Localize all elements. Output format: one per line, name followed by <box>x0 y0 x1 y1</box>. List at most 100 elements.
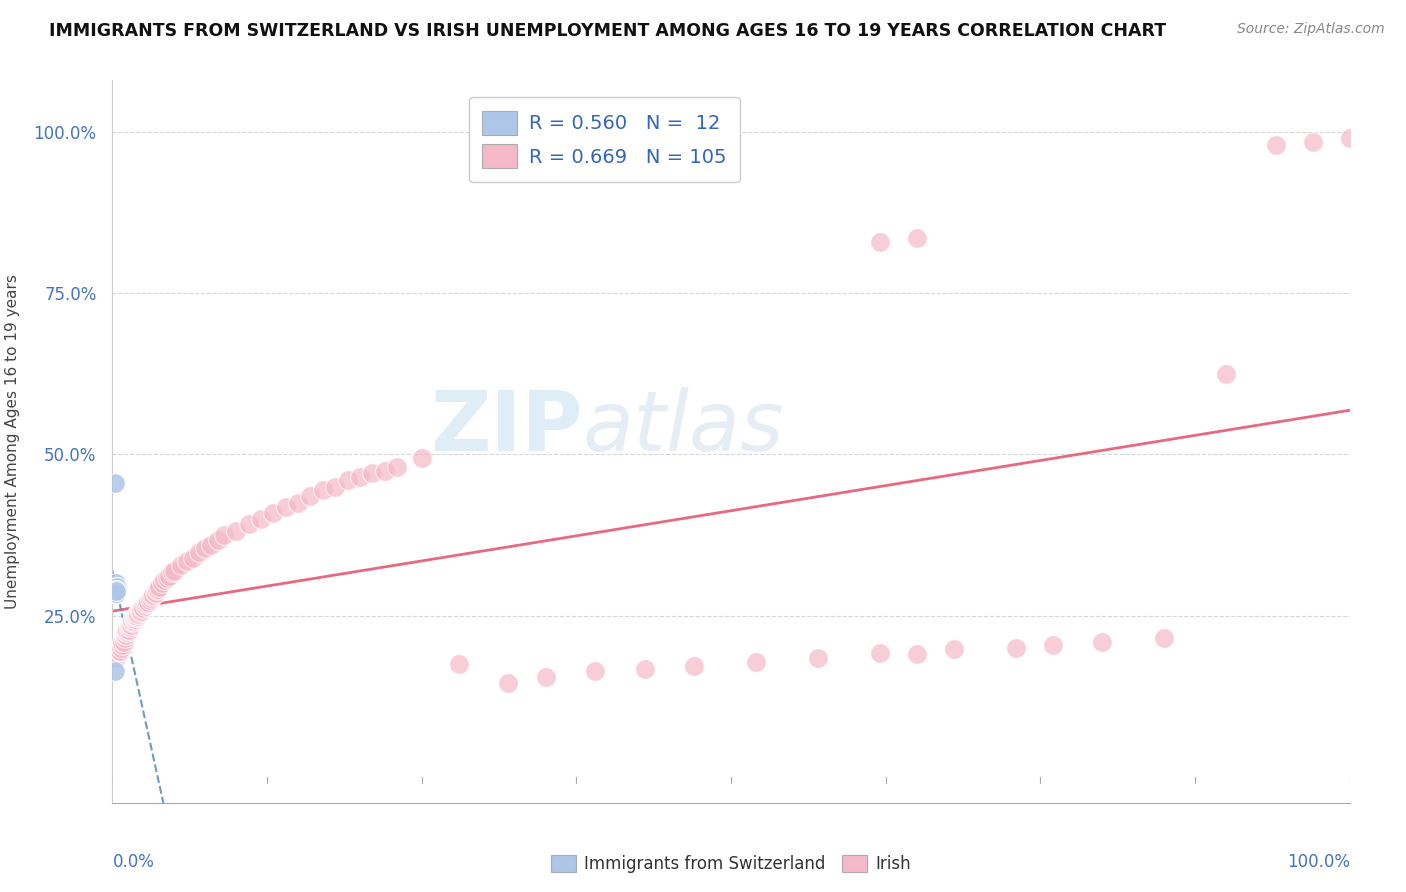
Point <box>118 618 141 632</box>
Point <box>807 650 830 665</box>
Point <box>312 483 335 497</box>
Point <box>299 489 322 503</box>
Y-axis label: Unemployment Among Ages 16 to 19 years: Unemployment Among Ages 16 to 19 years <box>4 274 20 609</box>
Point <box>107 582 129 597</box>
Text: 100.0%: 100.0% <box>1286 854 1350 871</box>
Point <box>157 568 180 582</box>
Point <box>125 610 148 624</box>
Point <box>200 538 222 552</box>
Point <box>104 664 127 678</box>
Point <box>105 582 128 597</box>
Point <box>117 624 139 639</box>
Point <box>139 591 162 605</box>
Point <box>107 648 129 662</box>
Text: Source: ZipAtlas.com: Source: ZipAtlas.com <box>1237 22 1385 37</box>
Point <box>114 632 136 646</box>
Point <box>250 512 273 526</box>
Point <box>124 612 146 626</box>
Point <box>127 608 149 623</box>
Point <box>160 565 183 579</box>
Point <box>112 634 135 648</box>
Point <box>122 612 145 626</box>
Point <box>117 623 139 637</box>
Point <box>128 606 150 620</box>
Point <box>120 616 142 631</box>
Point <box>112 632 135 646</box>
Point <box>163 564 186 578</box>
Point <box>361 466 384 480</box>
Point <box>118 620 141 634</box>
Text: atlas: atlas <box>582 386 785 467</box>
Point <box>447 657 470 672</box>
Point <box>1091 634 1114 648</box>
Point <box>134 599 156 613</box>
Point <box>107 644 129 658</box>
Point <box>385 460 408 475</box>
Point <box>128 603 150 617</box>
Text: 0.0%: 0.0% <box>112 854 155 871</box>
Point <box>105 580 128 594</box>
Point <box>107 644 129 658</box>
Point <box>107 580 129 594</box>
Point <box>683 659 706 673</box>
Point <box>349 470 371 484</box>
Point <box>105 587 128 601</box>
Point <box>129 603 152 617</box>
Point <box>146 582 169 597</box>
Point <box>238 517 260 532</box>
Point <box>122 614 145 628</box>
Point <box>125 608 148 623</box>
Point <box>136 596 159 610</box>
Point <box>583 664 606 678</box>
Point <box>105 584 128 599</box>
Point <box>633 662 655 676</box>
Point <box>121 614 143 628</box>
Point <box>323 480 346 494</box>
Text: IMMIGRANTS FROM SWITZERLAND VS IRISH UNEMPLOYMENT AMONG AGES 16 TO 19 YEARS CORR: IMMIGRANTS FROM SWITZERLAND VS IRISH UNE… <box>49 22 1167 40</box>
Point <box>1153 632 1175 646</box>
Point <box>534 670 557 684</box>
Point <box>121 615 143 630</box>
Point <box>117 620 139 634</box>
Point <box>141 590 163 604</box>
Point <box>905 648 928 662</box>
Point <box>176 554 198 568</box>
Point <box>1004 640 1026 655</box>
Point <box>127 606 149 620</box>
Point <box>105 584 128 599</box>
Point <box>138 592 160 607</box>
Point <box>115 628 138 642</box>
Point <box>120 618 142 632</box>
Point <box>869 646 891 660</box>
Point <box>132 601 155 615</box>
Point <box>124 610 146 624</box>
Point <box>336 473 359 487</box>
Point <box>1215 367 1237 381</box>
Point <box>117 623 139 637</box>
Point <box>104 476 127 491</box>
Point <box>181 550 204 565</box>
Legend: Immigrants from Switzerland, Irish: Immigrants from Switzerland, Irish <box>543 847 920 881</box>
Point <box>188 545 211 559</box>
Point <box>135 597 157 611</box>
Point <box>1042 638 1064 652</box>
Point <box>145 586 167 600</box>
Point <box>138 594 160 608</box>
Point <box>110 640 132 655</box>
Point <box>108 640 131 655</box>
Point <box>108 644 131 658</box>
Point <box>114 628 136 642</box>
Point <box>105 586 128 600</box>
Point <box>1339 131 1361 145</box>
Point <box>105 576 128 591</box>
Point <box>942 642 965 657</box>
Point <box>374 464 396 478</box>
Point <box>262 506 284 520</box>
Point <box>1302 135 1324 149</box>
Point <box>111 638 134 652</box>
Point <box>274 500 297 515</box>
Point <box>905 231 928 245</box>
Point <box>142 588 165 602</box>
Point <box>225 524 247 538</box>
Point <box>110 638 132 652</box>
